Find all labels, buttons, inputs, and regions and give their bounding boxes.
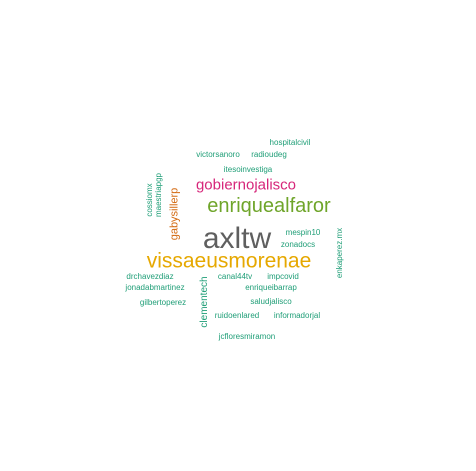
word-gobiernojalisco: gobiernojalisco — [195, 176, 297, 194]
word-cossiomx: cossiomx — [145, 183, 154, 217]
word-gabysillerp: gabysillerp — [168, 187, 181, 241]
word-mespin10: mespin10 — [285, 228, 321, 237]
word-enriquealfaror: enriquealfaror — [207, 195, 331, 217]
word-canal44tv: canal44tv — [217, 272, 253, 281]
word-ruidoenlared: ruidoenlared — [214, 311, 260, 320]
word-radioudeg: radioudeg — [251, 150, 287, 159]
word-jcfloresmiramon: jcfloresmiramon — [218, 332, 276, 341]
word-jonadabmartinez: jonadabmartinez — [125, 283, 185, 292]
word-saludjalisco: saludjalisco — [250, 297, 292, 306]
word-clementech: clementech — [199, 276, 210, 328]
word-impcovid: impcovid — [267, 272, 299, 281]
word-maestriapgp: maestriapgp — [154, 172, 163, 218]
word-hospitalcivil: hospitalcivil — [269, 138, 311, 147]
word-zonadocs: zonadocs — [280, 240, 316, 249]
word-victorsanoro: victorsanoro — [196, 150, 240, 159]
word-drchavezdiaz: drchavezdiaz — [126, 272, 174, 281]
word-informadorjal: informadorjal — [273, 311, 321, 320]
word-gilbertoperez: gilbertoperez — [139, 298, 187, 307]
word-axltw: axltw — [202, 222, 272, 255]
word-enriqueibarrap: enriqueibarrap — [245, 283, 297, 292]
word-enkaperezmx: enkaperez.mx — [335, 227, 344, 279]
word-vissaeusmorenae: vissaeusmorenae — [146, 249, 312, 273]
word-itesoinvestiga: itesoinvestiga — [223, 165, 273, 174]
